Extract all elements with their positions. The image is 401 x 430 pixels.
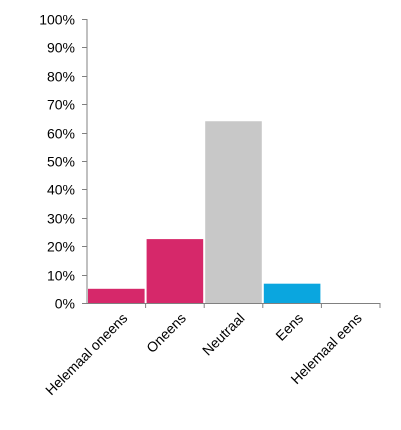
y-tick-label: 20% (47, 239, 75, 255)
y-tick-label: 100% (39, 12, 75, 28)
y-tick-label: 10% (47, 268, 75, 284)
y-tick-label: 80% (47, 69, 75, 85)
x-category-label: Oneens (143, 310, 189, 356)
bar-oneens (146, 239, 204, 303)
y-tick-label: 40% (47, 182, 75, 198)
bar-helemaal-oneens (88, 288, 145, 303)
bars (88, 121, 321, 304)
y-axis: 0% 10% 20% 30% 40% 50% 60% 70% 80% 90% 100% (39, 12, 88, 312)
x-category-label: Helemaal oneens (42, 310, 130, 398)
x-axis: Helemaal oneens Oneens Neutraal EensHelemaa… (42, 303, 381, 398)
x-category-label: Eens (272, 310, 306, 344)
y-tick-label: 60% (47, 126, 75, 142)
y-tick-label: 50% (47, 154, 75, 170)
y-tick-label: 70% (47, 97, 75, 113)
y-tick-label: 90% (47, 40, 75, 56)
y-tick-label: 30% (47, 211, 75, 227)
bar-eens (263, 283, 321, 303)
x-category-label: Neutraal (199, 310, 248, 359)
y-tick-label: 0% (55, 296, 75, 312)
bar-neutraal (205, 121, 262, 304)
